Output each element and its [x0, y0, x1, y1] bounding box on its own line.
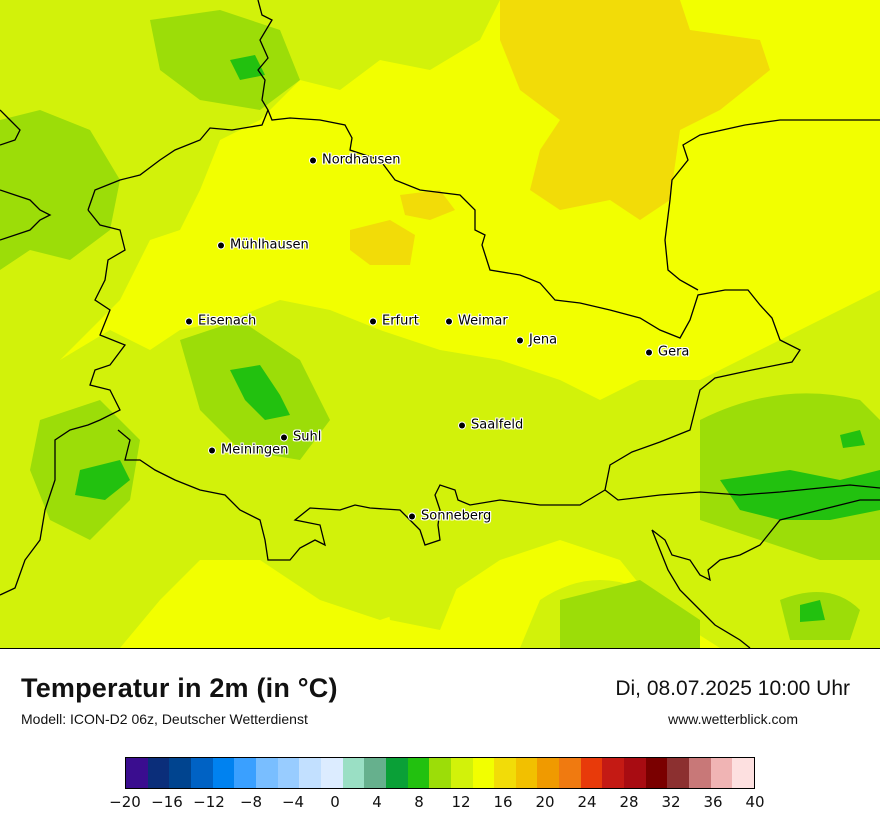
city-dot-icon — [310, 157, 316, 163]
colorbar-segment — [559, 758, 581, 788]
city-marker-sonneberg: Sonneberg — [409, 509, 491, 524]
colorbar-tick-label: 12 — [451, 793, 471, 811]
map-title: Temperatur in 2m (in °C) — [21, 673, 338, 703]
city-label: Erfurt — [382, 313, 419, 329]
temperature-field — [0, 0, 880, 648]
colorbar-segment — [732, 758, 755, 788]
colorbar-segment — [320, 758, 343, 788]
city-dot-icon — [517, 337, 523, 343]
city-marker-nordhausen: Nordhausen — [310, 153, 401, 168]
colorbar-segment — [602, 758, 625, 788]
city-dot-icon — [646, 349, 652, 355]
colorbar-segment — [385, 758, 408, 788]
city-dot-icon — [218, 242, 224, 248]
colorbar-tick-label: 36 — [703, 793, 723, 811]
weather-map: Nordhausen Mühlhausen Eisenach Erfurt Weimar… — [0, 0, 880, 649]
temperature-10-12-zones — [75, 55, 880, 622]
colorbar-tick-label: −16 — [151, 793, 183, 811]
colorbar-tick-label: 20 — [535, 793, 555, 811]
temperature-18-20-zones — [350, 0, 770, 265]
colorbar-segment — [212, 758, 235, 788]
colorbar-segment — [667, 758, 690, 788]
colorbar-tick-label: −8 — [239, 793, 263, 811]
colorbar-segment — [429, 758, 451, 788]
colorbar-tick-label: 40 — [745, 793, 765, 811]
colorbar-tick-label: 28 — [619, 793, 639, 811]
temperature-colorbar — [125, 757, 755, 789]
colorbar-segment — [126, 758, 148, 788]
colorbar-tick-label: −20 — [109, 793, 141, 811]
city-dot-icon — [370, 318, 376, 324]
colorbar-segment — [494, 758, 516, 788]
city-dot-icon — [446, 318, 452, 324]
colorbar-segment — [515, 758, 538, 788]
city-marker-eisenach: Eisenach — [186, 314, 256, 329]
city-label: Gera — [658, 344, 690, 360]
city-label: Mühlhausen — [230, 237, 309, 253]
colorbar-tick-labels: −20 −16 −12 −8 −4 0 4 8 12 16 20 24 28 32 36 40 — [109, 789, 764, 819]
city-dot-icon — [459, 422, 465, 428]
city-marker-saalfeld: Saalfeld — [459, 418, 523, 433]
colorbar-segment — [450, 758, 473, 788]
city-marker-jena: Jena — [517, 333, 557, 348]
colorbar-segment — [169, 758, 191, 788]
colorbar-segment — [364, 758, 386, 788]
colorbar-segment — [277, 758, 300, 788]
colorbar-segment — [234, 758, 256, 788]
city-marker-erfurt: Erfurt — [370, 314, 419, 329]
city-label: Eisenach — [198, 313, 257, 329]
colorbar-tick-label: 4 — [372, 793, 382, 811]
city-label: Jena — [529, 332, 558, 348]
city-dot-icon — [409, 513, 415, 519]
city-marker-suhl: Suhl — [281, 430, 321, 445]
city-label: Sonneberg — [421, 508, 492, 524]
city-marker-m-hlhausen: Mühlhausen — [218, 238, 309, 253]
colorbar-segment — [472, 758, 495, 788]
colorbar-segment — [147, 758, 170, 788]
colorbar-segment — [342, 758, 365, 788]
colorbar-segment — [299, 758, 321, 788]
city-marker-gera: Gera — [646, 345, 689, 360]
colorbar-segment — [407, 758, 430, 788]
colorbar-segment — [645, 758, 668, 788]
city-marker-weimar: Weimar — [446, 314, 508, 329]
map-footer: Temperatur in 2m (in °C) Modell: ICON-D2… — [0, 649, 880, 830]
website-link[interactable]: www.wetterblick.com — [668, 711, 798, 727]
colorbar-tick-label: 24 — [577, 793, 597, 811]
colorbar-tick-label: −12 — [193, 793, 225, 811]
city-label: Meiningen — [221, 442, 289, 458]
colorbar-segment — [580, 758, 603, 788]
colorbar-tick-label: 0 — [330, 793, 340, 811]
colorbar-segment — [190, 758, 213, 788]
colorbar-tick-label: 32 — [661, 793, 681, 811]
colorbar-tick-label: 8 — [414, 793, 424, 811]
city-label: Weimar — [458, 313, 508, 329]
city-marker-meiningen: Meiningen — [209, 443, 288, 458]
colorbar-segment — [710, 758, 733, 788]
city-dot-icon — [209, 447, 215, 453]
colorbar-tick-label: 16 — [493, 793, 513, 811]
forecast-datetime: Di, 08.07.2025 10:00 Uhr — [615, 677, 850, 700]
city-dot-icon — [186, 318, 192, 324]
colorbar-tick-label: −4 — [281, 793, 305, 811]
colorbar-segment — [624, 758, 646, 788]
colorbar-segment — [537, 758, 560, 788]
colorbar-segment — [255, 758, 278, 788]
city-label: Nordhausen — [322, 152, 401, 168]
city-label: Saalfeld — [471, 417, 524, 433]
model-credit: Modell: ICON-D2 06z, Deutscher Wetterdie… — [21, 711, 308, 727]
region-borders — [0, 0, 880, 648]
colorbar-segment — [689, 758, 711, 788]
city-dot-icon — [281, 434, 287, 440]
city-label: Suhl — [293, 429, 322, 445]
